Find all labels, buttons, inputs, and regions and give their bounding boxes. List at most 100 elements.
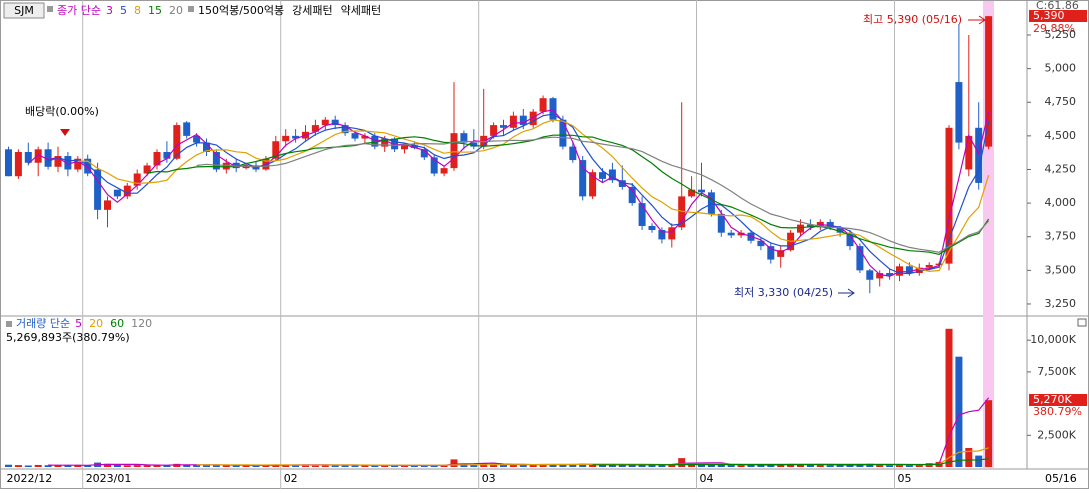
candle-body [74, 158, 82, 170]
candle-body [896, 266, 903, 276]
x-tick-label: 03 [482, 472, 496, 485]
volume-bar [579, 463, 587, 467]
volume-bar [401, 465, 408, 467]
volume-bar [331, 465, 339, 467]
x-tick-label: 02 [284, 472, 298, 485]
volume-bar [599, 464, 606, 467]
candle-body [104, 200, 111, 210]
candle-body [212, 151, 220, 170]
volume-bar [381, 465, 389, 467]
candle-body [797, 224, 804, 233]
bullet [187, 6, 194, 12]
volume-tag-label: 5,270K [1033, 393, 1072, 406]
candle-body [678, 196, 686, 228]
volume-bar [262, 465, 270, 467]
pattern-legend: 강세패턴 [292, 4, 332, 17]
candle-body [381, 138, 389, 147]
selected-day-band [983, 1, 994, 468]
low-arrow [838, 288, 855, 298]
volume-bar [212, 464, 220, 467]
candle-body [668, 227, 676, 240]
volume-bar [410, 465, 418, 467]
pattern-legend: 약세패턴 [341, 3, 381, 17]
candle-body [806, 224, 814, 228]
candle-body [886, 273, 894, 276]
candle-body [440, 168, 448, 174]
ma-legend: 15 [148, 4, 162, 17]
candle-body [519, 115, 527, 126]
volume-bar [816, 465, 824, 467]
candle-body [64, 156, 72, 170]
candle-body [599, 172, 606, 179]
volume-bar [985, 400, 993, 467]
candle-body [569, 146, 577, 161]
candle-body [628, 186, 636, 204]
symbol-box[interactable] [3, 2, 45, 19]
candle-body [608, 169, 616, 181]
y-tick-label: 4,500 [1045, 129, 1077, 142]
candle-body [757, 240, 765, 247]
volume-bar [14, 465, 22, 467]
symbol: SJM [14, 4, 34, 17]
volume-bar [707, 463, 715, 467]
volume-bar [866, 463, 874, 467]
x-tick-label: 2023/01 [86, 472, 132, 485]
low-annotation: 최저 3,330 (04/25) [734, 286, 833, 299]
candle-body [470, 142, 478, 147]
y-tick-label: 4,750 [1045, 95, 1077, 108]
y-tick-label: 3,750 [1045, 230, 1077, 243]
candle-body [410, 145, 418, 148]
candle-body [579, 160, 587, 197]
volume-legend: 거래량 단순 [16, 317, 70, 330]
candle-body [341, 125, 349, 134]
panel-close[interactable] [1077, 318, 1087, 327]
y-tick-label: 5,000 [1045, 62, 1077, 75]
volume-bar [252, 465, 260, 467]
volume-bar [361, 465, 369, 467]
pattern-legend: 150억봉/500억봉 [198, 4, 284, 17]
candle-body [985, 16, 993, 147]
candle-body [915, 267, 923, 274]
volume-bar [84, 465, 92, 467]
volume-bar [727, 465, 735, 467]
candle-body [94, 169, 102, 210]
volume-bar [44, 465, 52, 467]
volume-bar [975, 455, 983, 467]
volume-tag [1029, 394, 1087, 406]
candle-body [945, 127, 953, 264]
candle-body [698, 189, 705, 193]
volume-bar [242, 465, 250, 467]
candle-body [401, 145, 408, 150]
volume-bar [490, 464, 498, 467]
candle-body [727, 232, 735, 236]
candle-body [618, 180, 626, 187]
candle-body [450, 133, 458, 169]
volume-bar [311, 464, 319, 467]
volume-bar [846, 464, 854, 467]
volume-bar [876, 464, 884, 467]
volume-bar [955, 356, 963, 467]
volume-bar [797, 464, 804, 467]
volume-bar [905, 464, 913, 467]
volume-bar [5, 464, 12, 467]
volume-bar [302, 464, 309, 467]
candle-body [5, 149, 12, 177]
volume-bar [856, 464, 864, 467]
volume-bar [104, 463, 111, 467]
volume-bar [569, 464, 577, 467]
volume-bar [371, 465, 379, 467]
volume-bar [222, 465, 230, 467]
volume-bar [193, 465, 201, 467]
y-tick-label: 4,000 [1045, 196, 1077, 209]
candle-body [955, 82, 963, 143]
candle-body [153, 151, 161, 166]
volume-bar [54, 465, 62, 467]
volume-bar [24, 465, 32, 467]
volume-bar [321, 464, 329, 467]
candle-body [717, 213, 725, 233]
candle-body [539, 98, 547, 112]
candle-body [529, 111, 537, 126]
volume-bar [341, 465, 349, 467]
candle-body [123, 185, 131, 197]
